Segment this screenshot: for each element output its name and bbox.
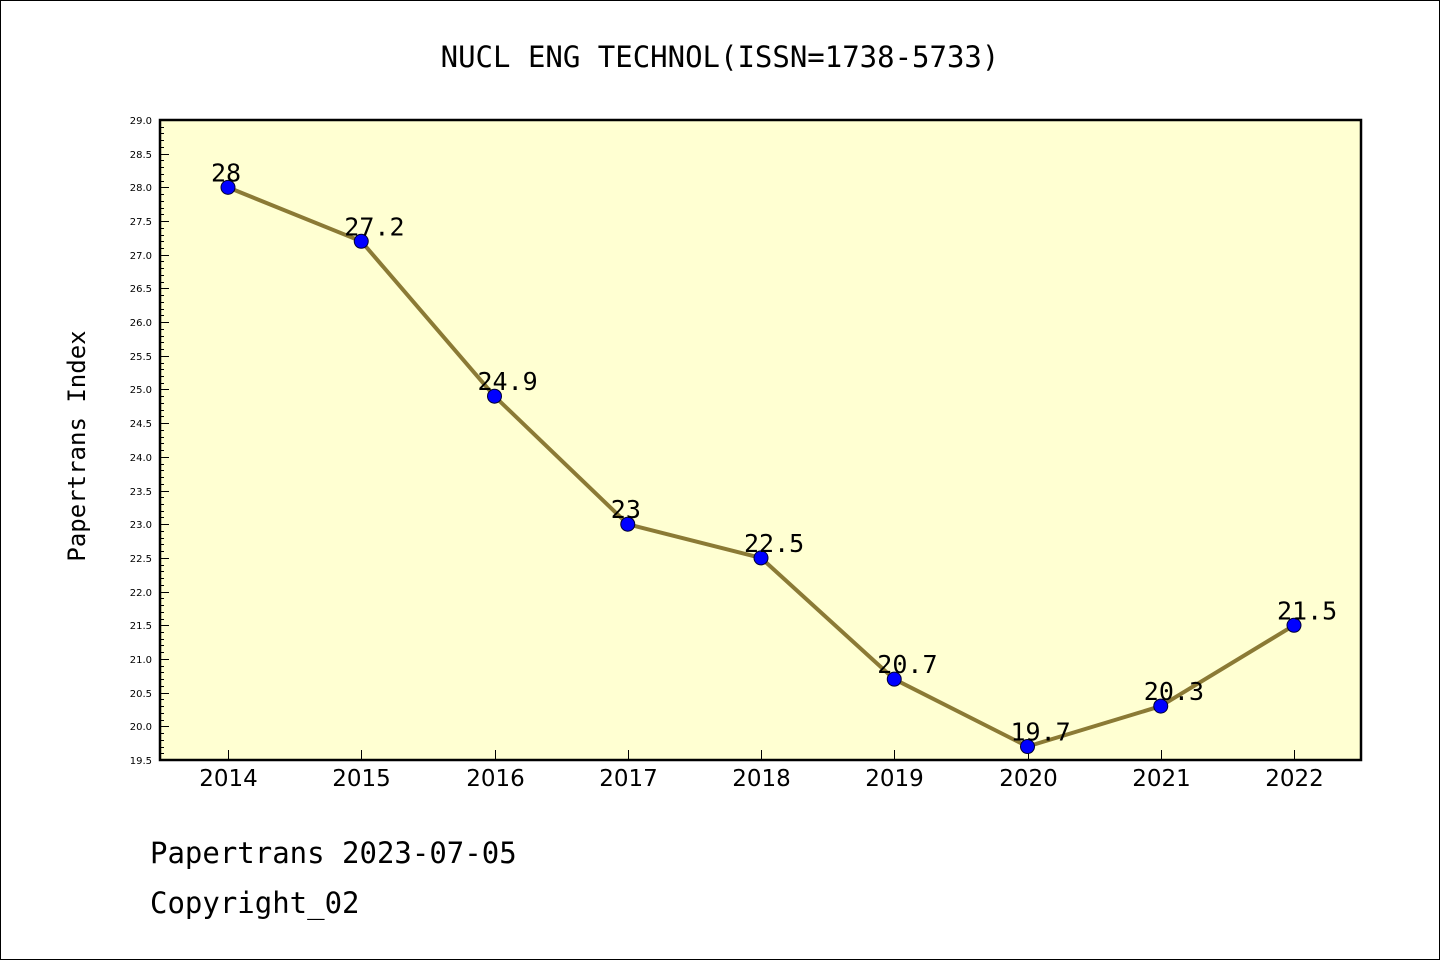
x-tick-label: 2020 (999, 766, 1058, 792)
data-label: 19.7 (1011, 718, 1071, 747)
y-tick-label: 24.0 (130, 453, 152, 464)
data-label: 20.3 (1144, 677, 1204, 706)
footer-copyright: Copyright_02 (150, 886, 360, 920)
y-tick-label: 26.0 (130, 318, 152, 329)
y-tick-label: 28.5 (130, 150, 152, 161)
data-point (620, 516, 636, 532)
data-point (753, 550, 769, 566)
data-label: 22.5 (744, 529, 804, 558)
data-label: 27.2 (344, 212, 404, 241)
data-point (1286, 617, 1302, 633)
x-tick-label: 2018 (732, 766, 791, 792)
data-label: 21.5 (1277, 596, 1337, 625)
x-tick-label: 2019 (865, 766, 924, 792)
y-tick-label: 23.5 (130, 487, 152, 498)
data-point (1020, 739, 1035, 755)
x-tick-label: 2021 (1132, 766, 1191, 792)
y-axis-label: Papertrans Index (63, 330, 91, 561)
data-label: 23 (611, 495, 641, 524)
y-tick-label: 23.0 (130, 520, 152, 531)
y-tick-label: 20.5 (130, 689, 152, 700)
x-tick-label: 2017 (599, 766, 658, 792)
x-tick-label: 2016 (466, 766, 525, 792)
data-label: 20.7 (877, 650, 937, 679)
y-tick-label: 24.5 (130, 419, 152, 430)
data-point (220, 179, 236, 195)
y-tick-label: 26.5 (130, 284, 152, 295)
y-tick-label: 25.0 (130, 385, 152, 396)
y-tick-label: 21.5 (130, 621, 152, 632)
x-tick-label: 2014 (199, 766, 258, 792)
footer-date: Papertrans 2023-07-05 (150, 836, 517, 870)
y-tick-label: 28.0 (130, 183, 152, 194)
y-tick-label: 29.0 (130, 116, 152, 127)
y-tick-label: 27.0 (130, 251, 152, 262)
y-tick-label: 19.5 (130, 756, 152, 767)
chart-title: NUCL ENG TECHNOL(ISSN=1738-5733) (441, 40, 1000, 74)
y-tick-label: 25.5 (130, 352, 152, 363)
data-label: 24.9 (478, 367, 538, 396)
data-label: 28 (211, 158, 241, 187)
x-tick-label: 2015 (332, 766, 391, 792)
y-tick-label: 22.5 (130, 554, 152, 565)
data-point (1153, 698, 1169, 714)
data-point (886, 671, 902, 687)
plot-border (158, 118, 1363, 762)
x-tick-label: 2022 (1265, 766, 1324, 792)
plot-area (160, 120, 1361, 760)
y-tick-label: 27.5 (130, 217, 152, 228)
y-tick-label: 21.0 (130, 655, 152, 666)
y-tick-label: 20.0 (130, 722, 152, 733)
data-point (353, 233, 369, 249)
y-tick-label: 22.0 (130, 588, 152, 599)
data-point (487, 388, 502, 404)
